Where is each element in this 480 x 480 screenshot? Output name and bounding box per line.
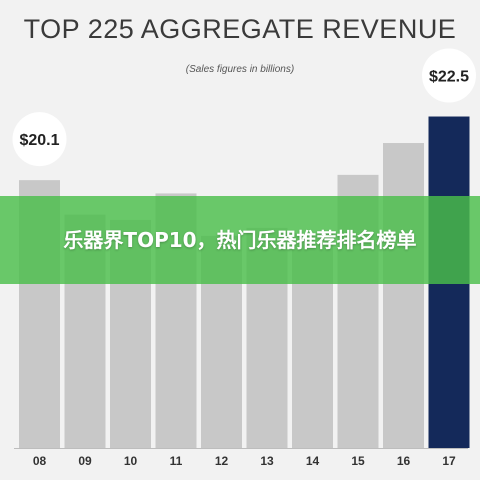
chart-title: TOP 225 AGGREGATE REVENUE [23,14,457,44]
data-label: $20.1 [19,132,59,149]
data-label-circle [422,48,476,103]
x-tick-label: 16 [397,454,411,468]
data-label-circle [12,112,67,167]
x-tick-label: 11 [170,454,183,468]
x-tick-label: 10 [124,454,138,468]
chart-subtitle: (Sales figures in billions) [185,64,295,75]
x-tick-label: 08 [33,454,47,468]
overlay-banner: 乐器界TOP10，热门乐器推荐排名榜单 [0,196,480,284]
x-tick-label: 12 [215,454,229,468]
x-tick-label: 17 [442,454,456,468]
x-tick-label: 15 [351,454,365,468]
overlay-banner-text: 乐器界TOP10，热门乐器推荐排名榜单 [63,228,417,252]
x-tick-label: 14 [306,454,320,468]
x-tick-label: 09 [78,454,92,468]
x-tick-label: 13 [260,454,274,468]
bar-16 [383,143,424,448]
data-label: $22.5 [429,69,469,86]
